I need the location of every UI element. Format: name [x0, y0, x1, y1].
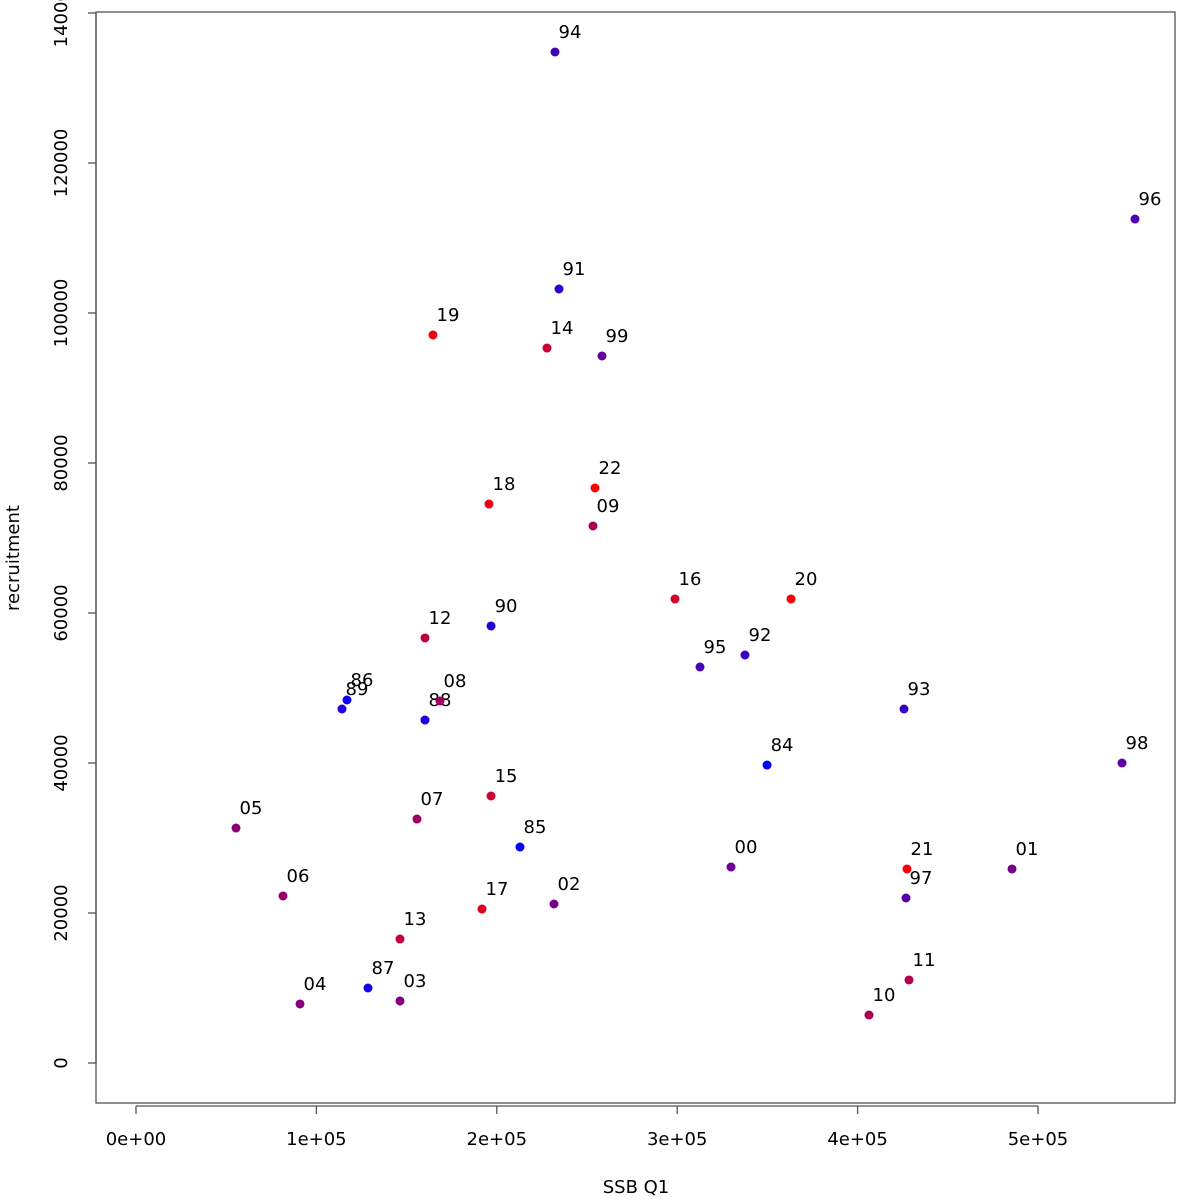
point — [295, 999, 305, 1009]
point-label: 91 — [563, 259, 586, 280]
point-label: 13 — [404, 909, 427, 930]
point-label: 02 — [558, 874, 581, 895]
point — [484, 499, 494, 509]
point-label: 11 — [913, 950, 936, 971]
point-label: 89 — [346, 679, 369, 700]
point-label: 16 — [679, 569, 702, 590]
point — [435, 696, 445, 706]
point — [428, 330, 438, 340]
x-tick-label: 3e+05 — [647, 1129, 708, 1150]
point-label: 12 — [429, 608, 452, 629]
point-label: 98 — [1126, 733, 1149, 754]
point — [597, 351, 607, 361]
point-label: 95 — [704, 637, 727, 658]
point — [477, 904, 487, 914]
point-label: 06 — [287, 866, 310, 887]
x-tick-label: 0e+00 — [106, 1129, 167, 1150]
point-label: 92 — [749, 625, 772, 646]
point — [786, 594, 796, 604]
point — [420, 715, 430, 725]
point-label: 93 — [908, 679, 931, 700]
point-label: 90 — [495, 596, 518, 617]
x-axis-label: SSB Q1 — [603, 1177, 670, 1198]
point-label: 09 — [597, 496, 620, 517]
point-label: 05 — [240, 798, 263, 819]
point-label: 18 — [493, 474, 516, 495]
point — [901, 893, 911, 903]
point — [726, 862, 736, 872]
x-tick-label: 2e+05 — [467, 1129, 528, 1150]
point-label: 08 — [444, 671, 467, 692]
point-label: 07 — [421, 789, 444, 810]
point — [1130, 214, 1140, 224]
point — [412, 814, 422, 824]
point-label: 10 — [873, 985, 896, 1006]
point-label: 19 — [437, 305, 460, 326]
point-label: 20 — [795, 569, 818, 590]
y-tick-label: 100000 — [51, 279, 72, 348]
point — [740, 650, 750, 660]
point — [363, 983, 373, 993]
point-label: 04 — [304, 974, 327, 995]
point — [337, 704, 347, 714]
point-label: 21 — [911, 839, 934, 860]
x-tick-label: 4e+05 — [827, 1129, 888, 1150]
x-tick-label: 5e+05 — [1008, 1129, 1069, 1150]
point-label: 97 — [910, 868, 933, 889]
y-tick-label: 40000 — [51, 734, 72, 791]
point-label: 17 — [486, 879, 509, 900]
point-label: 15 — [495, 766, 518, 787]
point-label: 00 — [735, 837, 758, 858]
y-tick-label: 120000 — [51, 129, 72, 198]
point — [902, 864, 912, 874]
x-tick-label: 1e+05 — [286, 1129, 347, 1150]
point — [486, 791, 496, 801]
point-label: 87 — [372, 958, 395, 979]
point — [549, 899, 559, 909]
point-label: 03 — [404, 971, 427, 992]
point-label: 01 — [1016, 839, 1039, 860]
y-tick-label: 60000 — [51, 584, 72, 641]
point — [278, 891, 288, 901]
point-label: 96 — [1139, 189, 1162, 210]
point — [670, 594, 680, 604]
point-label: 94 — [559, 22, 582, 43]
y-tick-label: 0 — [51, 1057, 72, 1068]
point — [904, 975, 914, 985]
point — [695, 662, 705, 672]
point — [420, 633, 430, 643]
y-tick-label: 140000 — [51, 0, 72, 47]
plot-box — [95, 11, 1176, 1104]
y-tick-label: 80000 — [51, 434, 72, 491]
point — [342, 695, 352, 705]
point — [1007, 864, 1017, 874]
point — [486, 621, 496, 631]
point — [1117, 758, 1127, 768]
point — [899, 704, 909, 714]
y-tick-label: 20000 — [51, 884, 72, 941]
point — [395, 934, 405, 944]
point — [590, 483, 600, 493]
point — [542, 343, 552, 353]
point-label: 84 — [771, 735, 794, 756]
y-axis-label: recruitment — [3, 505, 24, 611]
point-label: 99 — [606, 326, 629, 347]
point — [515, 842, 525, 852]
point-label: 14 — [551, 318, 574, 339]
point — [762, 760, 772, 770]
point — [395, 996, 405, 1006]
point — [554, 284, 564, 294]
point-label: 85 — [524, 817, 547, 838]
point-label: 86 — [351, 670, 374, 691]
point-label: 22 — [599, 458, 622, 479]
point — [864, 1010, 874, 1020]
point — [550, 47, 560, 57]
point — [231, 823, 241, 833]
point — [588, 521, 598, 531]
